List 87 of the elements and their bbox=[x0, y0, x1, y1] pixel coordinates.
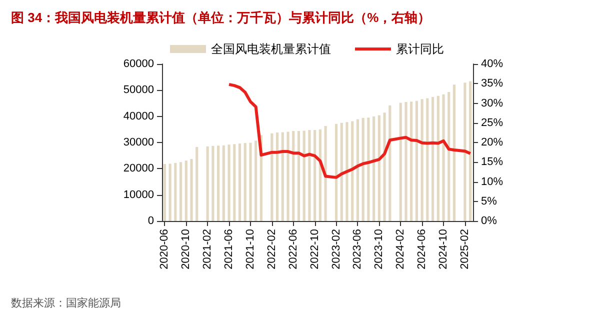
x-tick-label: 2024-10 bbox=[438, 229, 450, 270]
x-tick-label: 2022-02 bbox=[266, 229, 278, 270]
y2-tick-label: 40% bbox=[481, 58, 504, 70]
bar bbox=[168, 164, 172, 221]
bar bbox=[314, 130, 316, 221]
x-tick-label: 2021-02 bbox=[202, 229, 214, 270]
bar bbox=[238, 144, 242, 221]
x-tick-label: 2020-10 bbox=[180, 229, 192, 270]
y-tick-label: 10000 bbox=[123, 188, 154, 201]
bar bbox=[340, 122, 343, 221]
bar bbox=[270, 133, 274, 221]
bar bbox=[442, 94, 445, 221]
y-tick-label: 50000 bbox=[123, 84, 154, 96]
y-tick-label: 20000 bbox=[123, 162, 154, 175]
bar bbox=[286, 132, 290, 221]
bar bbox=[334, 124, 338, 221]
bar bbox=[452, 84, 456, 221]
bar bbox=[420, 99, 424, 221]
bar bbox=[410, 102, 413, 221]
bar bbox=[367, 118, 370, 221]
y2-tick-label: 15% bbox=[481, 156, 504, 168]
bar bbox=[233, 144, 236, 221]
bar bbox=[212, 146, 214, 221]
x-tick-label: 2023-06 bbox=[352, 229, 364, 270]
bar bbox=[415, 100, 418, 221]
x-tick-label: 2021-06 bbox=[223, 229, 236, 270]
x-tick-label: 2025-02 bbox=[458, 229, 471, 270]
y2-tick-label: 30% bbox=[481, 97, 504, 110]
bar bbox=[184, 160, 188, 221]
bar bbox=[206, 146, 209, 221]
y2-tick-label: 35% bbox=[481, 78, 504, 90]
legend-label: 全国风电装机量累计值 bbox=[211, 42, 331, 56]
bar bbox=[372, 116, 376, 221]
bar bbox=[308, 130, 311, 221]
bar bbox=[436, 96, 440, 221]
x-tick-label: 2023-02 bbox=[330, 229, 342, 270]
x-tick-label: 2022-06 bbox=[287, 229, 300, 270]
bar bbox=[464, 82, 466, 221]
bar bbox=[351, 121, 354, 221]
bar bbox=[254, 140, 258, 221]
bar bbox=[249, 142, 252, 221]
bar bbox=[292, 130, 295, 221]
bar bbox=[362, 118, 364, 221]
bar bbox=[281, 132, 284, 221]
bar bbox=[228, 144, 230, 221]
bar bbox=[217, 146, 220, 221]
bar bbox=[404, 102, 408, 221]
x-tick-label: 2021-10 bbox=[244, 229, 256, 270]
bar bbox=[174, 162, 177, 221]
y-tick-label: 60000 bbox=[123, 58, 154, 70]
bar bbox=[346, 122, 348, 221]
source-note: 数据来源：国家能源局 bbox=[11, 296, 121, 310]
bar bbox=[399, 102, 402, 221]
x-tick-label: 2022-10 bbox=[308, 229, 321, 270]
bar bbox=[448, 92, 450, 221]
bar bbox=[196, 146, 198, 221]
bar bbox=[388, 105, 392, 221]
legend-label: 累计同比 bbox=[396, 42, 444, 56]
bar bbox=[244, 143, 246, 221]
bar bbox=[469, 81, 472, 221]
x-tick-label: 2023-10 bbox=[373, 229, 386, 270]
y2-tick-label: 25% bbox=[481, 116, 504, 129]
bar bbox=[383, 112, 386, 221]
y2-tick-label: 5% bbox=[481, 195, 498, 208]
bar bbox=[276, 132, 279, 221]
bar bbox=[163, 164, 166, 221]
y-tick-label: 30000 bbox=[123, 136, 154, 148]
bar bbox=[297, 130, 300, 221]
chart-title: 图 34：我国风电装机量累计值（单位：万千瓦）与累计同比（%，右轴） bbox=[11, 10, 431, 25]
x-tick-label: 2024-02 bbox=[394, 229, 407, 270]
y-tick-label: 40000 bbox=[123, 110, 154, 122]
y2-tick-label: 20% bbox=[481, 136, 504, 148]
bar bbox=[222, 145, 225, 221]
bar bbox=[378, 115, 380, 221]
x-tick-label: 2024-06 bbox=[416, 229, 428, 270]
bar bbox=[179, 162, 182, 221]
y-tick-label: 0 bbox=[148, 215, 154, 227]
bar bbox=[324, 126, 327, 221]
x-tick-label: 2020-06 bbox=[158, 229, 171, 270]
bar bbox=[190, 158, 193, 221]
bar bbox=[431, 96, 434, 221]
line-series bbox=[228, 82, 472, 179]
y2-tick-label: 10% bbox=[481, 176, 504, 188]
bar bbox=[356, 119, 360, 221]
y2-tick-label: 0% bbox=[481, 215, 498, 227]
bar bbox=[302, 130, 306, 221]
bar bbox=[426, 98, 429, 221]
